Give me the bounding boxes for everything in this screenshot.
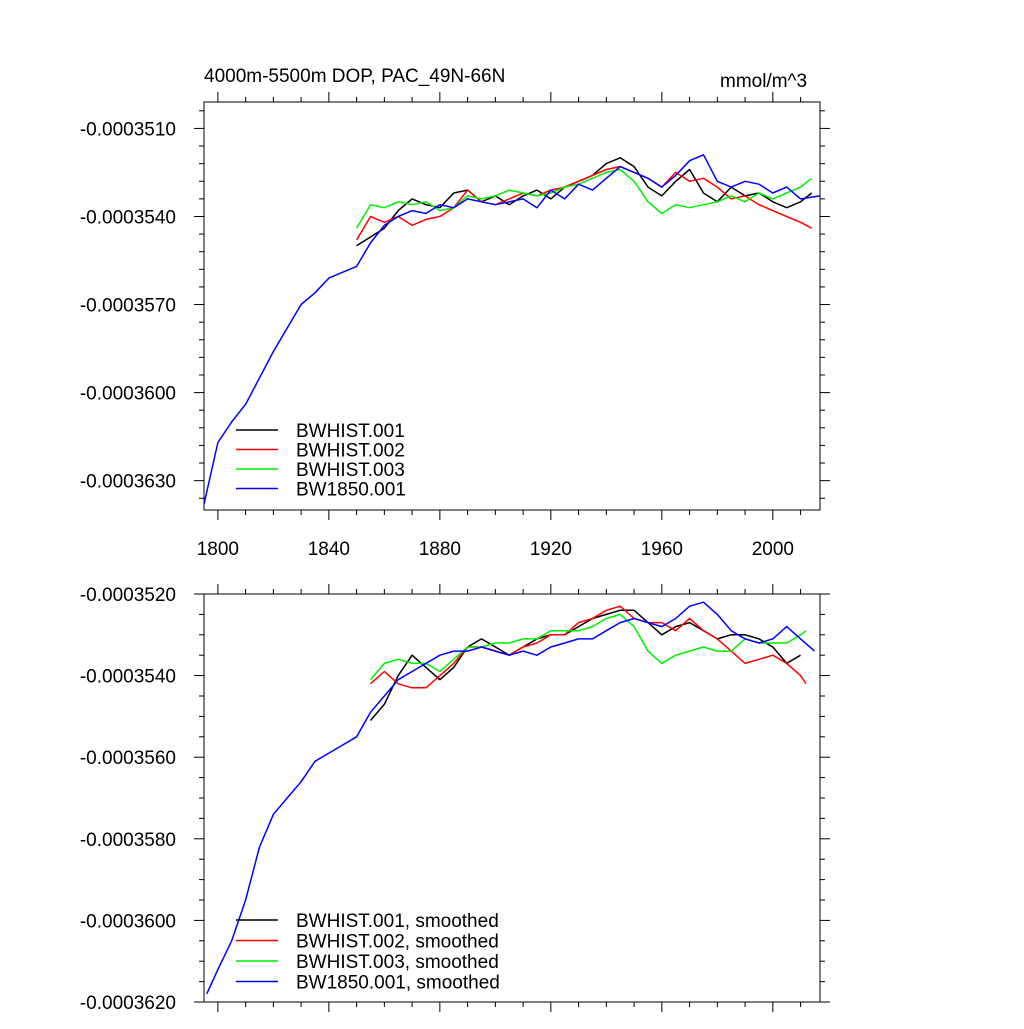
y-tick-label: -0.0003580 — [80, 830, 176, 851]
x-tick-label: 2000 — [752, 539, 794, 560]
x-tick-label: 1920 — [530, 539, 572, 560]
y-tick-label: -0.0003540 — [80, 207, 176, 228]
plot-frame — [203, 101, 821, 511]
x-tick-label: 1800 — [197, 539, 239, 560]
series-line — [369, 613, 807, 681]
y-tick-label: -0.0003510 — [80, 119, 176, 140]
series-line — [369, 609, 801, 721]
series-line — [355, 165, 813, 241]
y-tick-label: -0.0003600 — [80, 911, 176, 932]
y-tick-label: -0.0003600 — [80, 384, 176, 405]
y-tick-label: -0.0003570 — [80, 296, 176, 317]
y-tick-label: -0.0003620 — [80, 993, 176, 1014]
series-line — [204, 154, 820, 505]
series-line — [355, 168, 813, 229]
chart-panel-1: 1800 1840 1880 1920 1960 2000 -0.0003630 -0.000… — [80, 92, 830, 560]
legend-label: BWHIST.003, smoothed — [296, 952, 499, 973]
legend-label: BWHIST.001 — [296, 421, 405, 442]
y-tick-label: -0.0003520 — [80, 585, 176, 606]
legend-label: BWHIST.002, smoothed — [296, 932, 499, 953]
chart-panel-2: -0.0003620 -0.0003600 -0.0003580 -0.0003560… — [80, 584, 830, 1014]
series-line — [206, 601, 815, 995]
x-tick-label: 1840 — [308, 539, 350, 560]
units-label: mmol/m^3 — [720, 71, 808, 92]
legend-label: BWHIST.003 — [296, 460, 405, 481]
y-tick-label: -0.0003540 — [80, 667, 176, 688]
legend-label: BW1850.001 — [296, 480, 406, 501]
x-tick-label: 1880 — [419, 539, 461, 560]
legend-label: BW1850.001, smoothed — [296, 973, 500, 994]
legend-label: BWHIST.002 — [296, 441, 405, 462]
legend-label: BWHIST.001, smoothed — [296, 911, 499, 932]
x-tick-label: 1960 — [641, 539, 683, 560]
chart-title: 4000m-5500m DOP, PAC_49N-66N — [204, 66, 506, 87]
y-tick-label: -0.0003560 — [80, 748, 176, 769]
series-line — [370, 605, 807, 689]
y-tick-label: -0.0003630 — [80, 472, 176, 493]
